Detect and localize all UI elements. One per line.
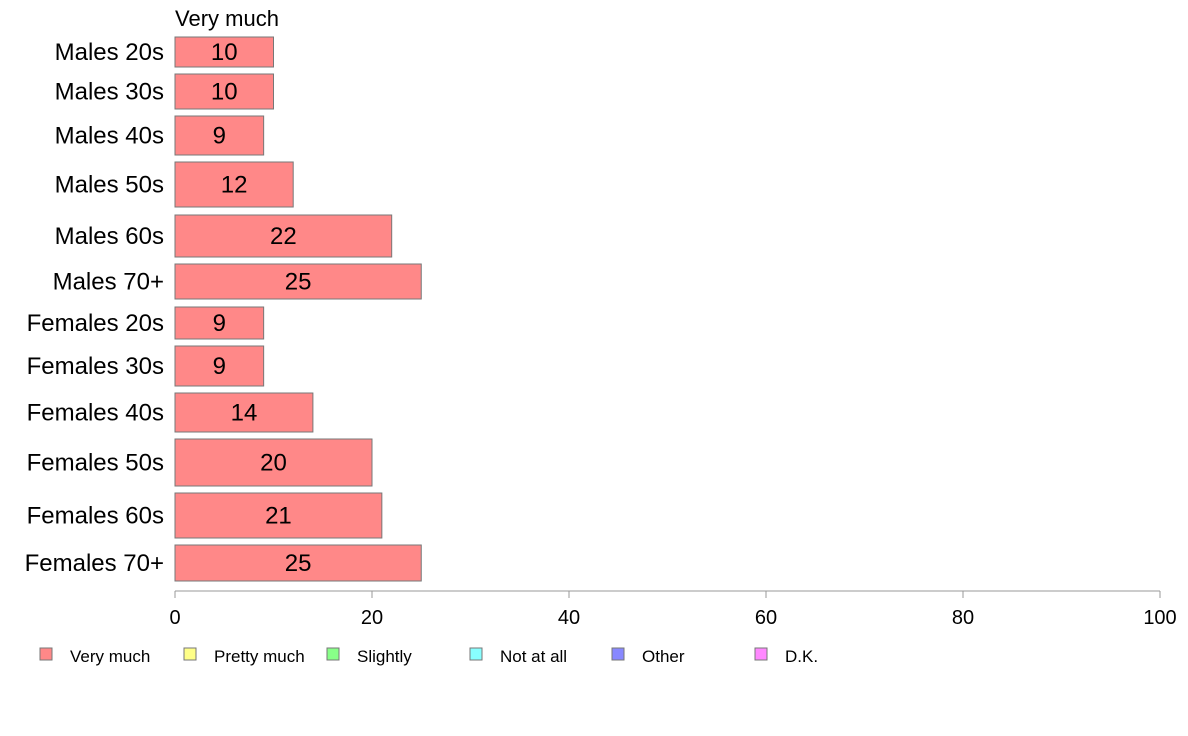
bar: [174, 73, 274, 110]
legend-label: Other: [642, 647, 685, 666]
bar-value-label: 12: [221, 172, 248, 199]
legend-swatch: [183, 647, 197, 661]
bar-value-label: 10: [211, 79, 238, 106]
category-label: Females 30s: [27, 353, 164, 380]
legend-label: Not at all: [500, 647, 567, 666]
bar: [174, 492, 383, 539]
category-label: Males 50s: [55, 172, 164, 199]
bar: [174, 306, 265, 340]
bar-value-label: 21: [265, 503, 292, 530]
bar: [174, 36, 274, 68]
x-tick-label: 100: [1143, 607, 1176, 629]
bar-value-label: 25: [285, 550, 312, 577]
category-label: Males 60s: [55, 223, 164, 250]
x-tick-label: 40: [558, 607, 580, 629]
bar: [174, 544, 422, 582]
category-label: Females 50s: [27, 450, 164, 477]
bar: [174, 345, 265, 387]
x-tick-label: 0: [169, 607, 180, 629]
legend-label: Slightly: [357, 647, 412, 666]
legend-swatch: [754, 647, 768, 661]
bar: [174, 115, 265, 156]
legend-swatch: [326, 647, 340, 661]
x-tick-label: 60: [755, 607, 777, 629]
x-tick-label: 80: [952, 607, 974, 629]
bar-value-label: 9: [213, 353, 226, 380]
bar-value-label: 25: [285, 269, 312, 296]
category-label: Females 40s: [27, 400, 164, 427]
category-label: Males 30s: [55, 79, 164, 106]
category-label: Males 20s: [55, 39, 164, 66]
bar: [174, 263, 422, 300]
series-heading: Very much: [175, 6, 279, 31]
bar: [174, 438, 373, 487]
bar: [174, 161, 294, 208]
x-tick-label: 20: [361, 607, 383, 629]
bar-value-label: 14: [231, 400, 258, 427]
category-label: Males 40s: [55, 123, 164, 150]
category-label: Females 20s: [27, 310, 164, 337]
legend-swatch: [611, 647, 625, 661]
bar-value-label: 20: [260, 450, 287, 477]
category-label: Females 70+: [25, 550, 164, 577]
category-label: Males 70+: [53, 269, 164, 296]
legend-label: Pretty much: [214, 647, 305, 666]
legend-swatch: [39, 647, 53, 661]
legend-label: D.K.: [785, 647, 818, 666]
legend-label: Very much: [70, 647, 150, 666]
bar-value-label: 22: [270, 223, 297, 250]
bar: [174, 392, 314, 433]
bar: [174, 214, 393, 258]
bar-value-label: 9: [213, 310, 226, 337]
bar-value-label: 10: [211, 39, 238, 66]
legend-swatch: [469, 647, 483, 661]
bar-value-label: 9: [213, 123, 226, 150]
category-label: Females 60s: [27, 503, 164, 530]
